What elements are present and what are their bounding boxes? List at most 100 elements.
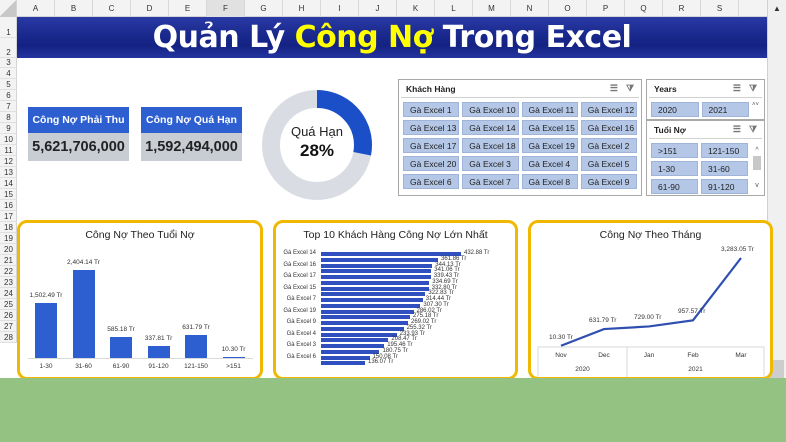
column-header-l[interactable]: L [435,0,473,17]
row-header-7[interactable]: 7 [0,101,17,112]
bar[interactable] [321,303,421,308]
bar[interactable] [321,257,439,262]
row-header-27[interactable]: 27 [0,321,17,332]
bar[interactable] [321,321,408,325]
slicer-item[interactable]: Gà Excel 6 [403,174,460,189]
column-header-p[interactable]: P [587,0,625,17]
bar[interactable] [321,286,429,291]
column-header-e[interactable]: E [169,0,207,17]
scroll-thumb[interactable] [770,360,784,380]
slicer-item[interactable]: Gà Excel 3 [462,156,519,171]
row-header-9[interactable]: 9 [0,123,17,134]
clear-filter-icon[interactable]: ⧩ [625,83,634,93]
slicer-item[interactable]: Gà Excel 17 [403,138,460,153]
bar[interactable] [321,332,397,337]
column-header-s[interactable]: S [701,0,739,17]
clear-filter-icon[interactable]: ⧩ [748,83,757,93]
slicer-item[interactable]: Gà Excel 18 [462,138,519,153]
bar[interactable] [321,309,414,314]
slicer-scroll-arrows-icon[interactable]: ˄˅ [752,102,760,108]
row-header-12[interactable]: 12 [0,156,17,167]
slicer-item[interactable]: Gà Excel 2 [580,138,637,153]
slicer-item[interactable]: Gà Excel 11 [521,102,578,117]
bar[interactable] [321,298,423,302]
row-header-24[interactable]: 24 [0,288,17,299]
bar[interactable] [321,355,370,360]
row-header-19[interactable]: 19 [0,233,17,244]
slicer-item[interactable]: Gà Excel 12 [580,102,637,117]
row-header-10[interactable]: 10 [0,134,17,145]
column-header-f[interactable]: F [207,0,245,17]
row-header-14[interactable]: 14 [0,178,17,189]
column-header-j[interactable]: J [359,0,397,17]
row-header-5[interactable]: 5 [0,79,17,90]
slicer-item[interactable]: Gà Excel 15 [521,120,578,135]
bar[interactable] [321,361,365,366]
bar[interactable] [321,349,380,354]
scroll-up-icon[interactable]: ^ [755,147,759,154]
bar[interactable] [321,292,426,297]
row-header-4[interactable]: 4 [0,68,17,79]
clear-filter-icon[interactable]: ⧩ [748,124,757,134]
line-series[interactable] [560,257,742,347]
slicer-item[interactable]: 31-60 [701,161,748,176]
column-header-o[interactable]: O [549,0,587,17]
row-header-6[interactable]: 6 [0,90,17,101]
row-header-23[interactable]: 23 [0,277,17,288]
slicer-item[interactable]: Gà Excel 5 [580,156,637,171]
slicer-item[interactable]: 2020 [651,102,699,117]
slicer-item[interactable]: Gà Excel 7 [462,174,519,189]
row-header-18[interactable]: 18 [0,222,17,233]
bar[interactable] [321,252,461,256]
column-header-k[interactable]: K [397,0,435,17]
bar[interactable] [321,344,385,348]
bar[interactable] [321,275,431,279]
row-header-2[interactable]: 2 [0,38,17,58]
column-header-g[interactable]: G [245,0,283,17]
row-header-15[interactable]: 15 [0,189,17,200]
multiselect-icon[interactable]: ☰ [609,83,618,93]
column-header-d[interactable]: D [131,0,169,17]
row-header-13[interactable]: 13 [0,167,17,178]
column-header-b[interactable]: B [55,0,93,17]
slicer-item[interactable]: 61-90 [651,179,698,194]
bar[interactable] [72,270,95,358]
bar[interactable] [147,345,170,358]
slicer-item[interactable]: Gà Excel 9 [580,174,637,189]
row-header-16[interactable]: 16 [0,200,17,211]
column-header-a[interactable]: A [17,0,55,17]
slicer-item[interactable]: 91-120 [701,179,748,194]
column-header-r[interactable]: R [663,0,701,17]
column-header-i[interactable]: I [321,0,359,17]
column-header-m[interactable]: M [473,0,511,17]
bar[interactable] [321,269,432,274]
bar[interactable] [321,338,389,343]
row-header-8[interactable]: 8 [0,112,17,123]
multiselect-icon[interactable]: ☰ [732,124,741,134]
slicer-item[interactable]: Gà Excel 19 [521,138,578,153]
column-header-c[interactable]: C [93,0,131,17]
slicer-scroll-thumb[interactable] [753,156,761,170]
slicer-item[interactable]: Gà Excel 4 [521,156,578,171]
bar[interactable] [321,280,430,285]
multiselect-icon[interactable]: ☰ [732,83,741,93]
slicer-item[interactable]: Gà Excel 14 [462,120,519,135]
column-header-h[interactable]: H [283,0,321,17]
column-header-q[interactable]: Q [625,0,663,17]
slicer-item[interactable]: 1-30 [651,161,698,176]
row-header-25[interactable]: 25 [0,299,17,310]
row-header-20[interactable]: 20 [0,244,17,255]
slicer-item[interactable]: Gà Excel 16 [580,120,637,135]
row-header-26[interactable]: 26 [0,310,17,321]
scroll-down-icon[interactable]: v [755,182,759,189]
bar[interactable] [321,326,404,331]
slicer-item[interactable]: 121-150 [701,143,748,158]
slicer-scrollbar[interactable]: ^ v [753,147,761,189]
slicer-item[interactable]: >151 [651,143,698,158]
row-header-21[interactable]: 21 [0,255,17,266]
slicer-item[interactable]: Gà Excel 10 [462,102,519,117]
scroll-up-arrow-icon[interactable]: ▲ [773,4,781,13]
bar[interactable] [110,336,132,358]
slicer-item[interactable]: Gà Excel 20 [403,156,460,171]
bar[interactable] [321,315,410,320]
